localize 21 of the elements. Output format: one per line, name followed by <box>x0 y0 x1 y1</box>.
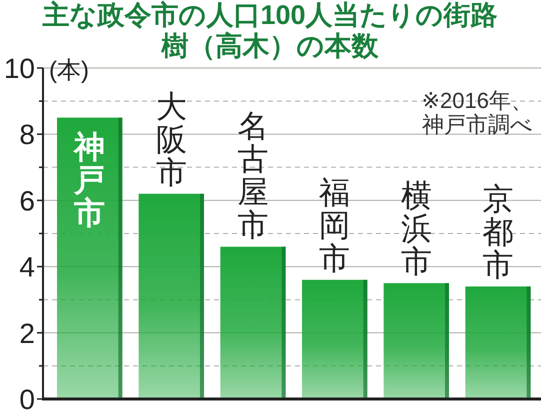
x-tick-label: 神戸市 <box>72 130 106 231</box>
y-tick-label: 2 <box>19 318 35 349</box>
annotation: 神戸市調べ <box>422 112 533 137</box>
x-tick-label: 名古屋市 <box>238 108 268 243</box>
x-tick-label: 京都市 <box>482 181 514 282</box>
x-tick-label: 横浜市 <box>400 178 432 280</box>
y-tick-label: 0 <box>19 384 35 410</box>
y-tick-label: 10 <box>4 53 35 84</box>
x-tick-label: 福岡市 <box>319 174 350 276</box>
bar <box>465 286 531 399</box>
bar <box>220 246 286 399</box>
bar <box>302 280 368 399</box>
y-axis-title: (本) <box>49 57 89 84</box>
x-tick-label: 大阪市 <box>156 88 187 190</box>
y-tick-label: 8 <box>19 119 35 150</box>
bar <box>57 118 122 399</box>
annotation: ※2016年、 <box>422 88 533 113</box>
y-tick-label: 4 <box>19 252 35 283</box>
bar <box>138 194 204 399</box>
y-tick-label: 6 <box>19 185 35 216</box>
bar <box>384 283 449 399</box>
